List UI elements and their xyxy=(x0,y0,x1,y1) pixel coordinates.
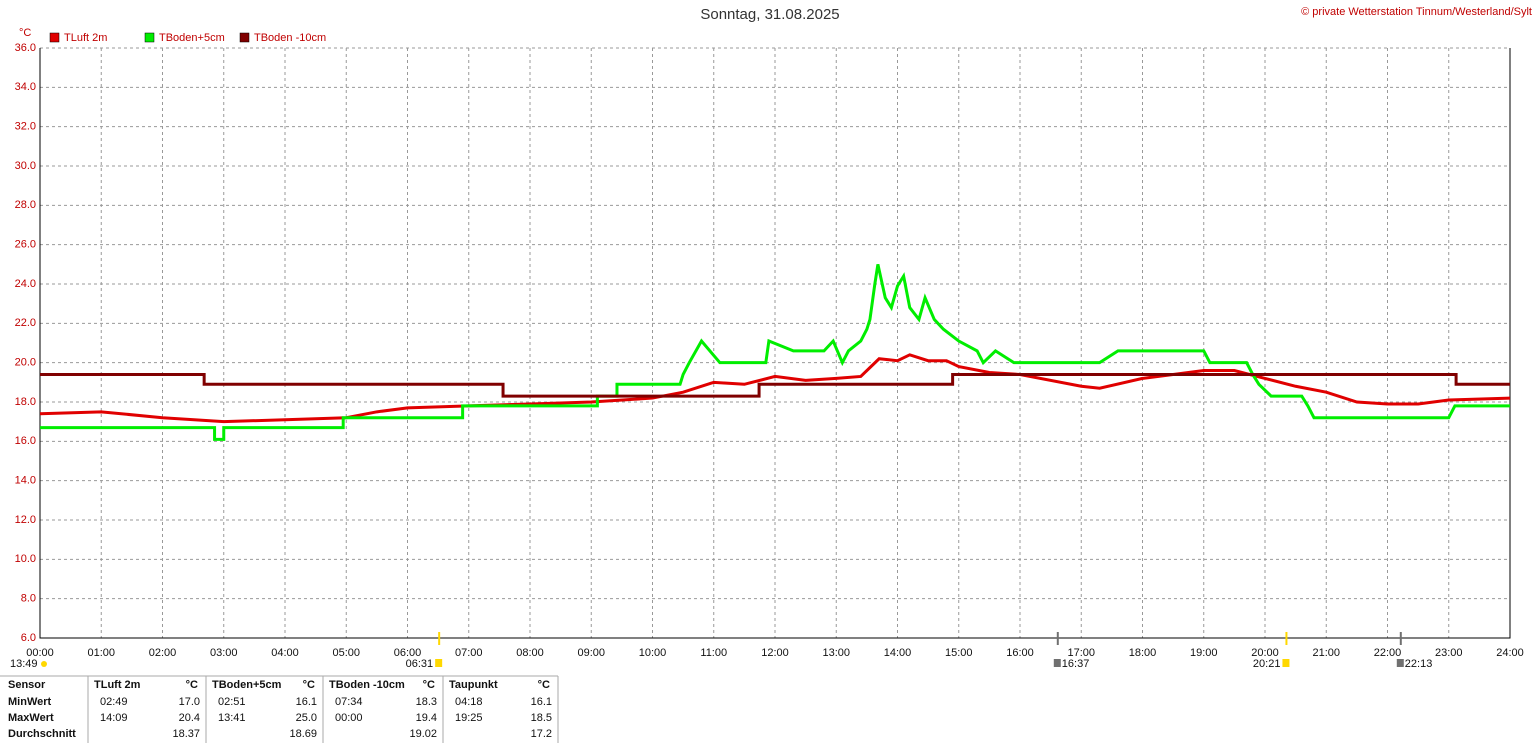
table-cell: MaxWert xyxy=(8,712,54,724)
x-tick-label: 12:00 xyxy=(761,647,789,659)
chart-title: Sonntag, 31.08.2025 xyxy=(700,6,839,23)
table-header: TBoden+5cm xyxy=(212,679,282,691)
table-header: Taupunkt xyxy=(449,679,498,691)
x-tick-label: 00:00 xyxy=(26,647,54,659)
table-cell: 02:49 xyxy=(100,696,128,708)
table-cell: 17.0 xyxy=(179,696,200,708)
y-unit: °C xyxy=(19,27,31,39)
marker-icon xyxy=(41,661,47,667)
y-tick-label: 26.0 xyxy=(15,239,36,251)
x-tick-label: 02:00 xyxy=(149,647,177,659)
x-tick-label: 10:00 xyxy=(639,647,667,659)
event-icon xyxy=(1396,659,1404,667)
table-cell: 18.37 xyxy=(172,728,200,740)
table-cell: 19:25 xyxy=(455,712,483,724)
x-tick-label: 19:00 xyxy=(1190,647,1218,659)
x-tick-label: 16:00 xyxy=(1006,647,1034,659)
table-cell: 17.2 xyxy=(531,728,552,740)
table-header: °C xyxy=(303,679,315,691)
table-header: °C xyxy=(423,679,435,691)
table-header: °C xyxy=(538,679,550,691)
event-label: 16:37 xyxy=(1062,658,1090,670)
x-tick-label: 15:00 xyxy=(945,647,973,659)
table-header: Sensor xyxy=(8,679,46,691)
x-tick-label: 23:00 xyxy=(1435,647,1463,659)
table-cell: 18.3 xyxy=(416,696,437,708)
y-tick-label: 8.0 xyxy=(21,593,36,605)
table-cell: 16.1 xyxy=(296,696,317,708)
table-cell: 04:18 xyxy=(455,696,483,708)
y-tick-label: 28.0 xyxy=(15,199,36,211)
y-tick-label: 18.0 xyxy=(15,396,36,408)
table-header: TBoden -10cm xyxy=(329,679,405,691)
table-cell: 19.4 xyxy=(416,712,437,724)
y-tick-label: 14.0 xyxy=(15,475,36,487)
y-tick-label: 36.0 xyxy=(15,42,36,54)
x-tick-label: 07:00 xyxy=(455,647,483,659)
copyright: © private Wetterstation Tinnum/Westerlan… xyxy=(1301,6,1532,18)
y-tick-label: 24.0 xyxy=(15,278,36,290)
y-tick-label: 22.0 xyxy=(15,317,36,329)
table-cell: 18.69 xyxy=(289,728,317,740)
event-icon xyxy=(1053,659,1061,667)
event-icon xyxy=(435,659,443,667)
table-header: °C xyxy=(186,679,198,691)
legend-label: TLuft 2m xyxy=(64,32,107,44)
y-tick-label: 6.0 xyxy=(21,632,36,644)
x-tick-label: 21:00 xyxy=(1312,647,1340,659)
x-tick-label: 14:00 xyxy=(884,647,912,659)
table-cell: 19.02 xyxy=(409,728,437,740)
table-cell: 18.5 xyxy=(531,712,552,724)
x-tick-label: 06:00 xyxy=(394,647,422,659)
legend-label: TBoden -10cm xyxy=(254,32,326,44)
legend-swatch xyxy=(239,32,250,43)
y-tick-label: 30.0 xyxy=(15,160,36,172)
y-tick-label: 16.0 xyxy=(15,435,36,447)
event-icon xyxy=(1282,659,1290,667)
x-tick-label: 03:00 xyxy=(210,647,238,659)
y-tick-label: 10.0 xyxy=(15,553,36,565)
x-tick-label: 17:00 xyxy=(1067,647,1095,659)
table-cell: 07:34 xyxy=(335,696,363,708)
table-cell: 02:51 xyxy=(218,696,246,708)
legend-swatch xyxy=(144,32,155,43)
x-tick-label: 05:00 xyxy=(332,647,360,659)
x-tick-label: 01:00 xyxy=(87,647,115,659)
x-tick-label: 20:00 xyxy=(1251,647,1279,659)
x-tick-label: 22:00 xyxy=(1374,647,1402,659)
event-label: 20:21 xyxy=(1253,658,1281,670)
x-tick-label: 18:00 xyxy=(1129,647,1157,659)
legend-label: TBoden+5cm xyxy=(159,32,225,44)
event-label: 06:31 xyxy=(406,658,434,670)
series-line xyxy=(40,264,1510,441)
table-header: TLuft 2m xyxy=(94,679,141,691)
table-cell: 00:00 xyxy=(335,712,363,724)
table-cell: 16.1 xyxy=(531,696,552,708)
y-tick-label: 20.0 xyxy=(15,357,36,369)
y-tick-label: 12.0 xyxy=(15,514,36,526)
x-tick-label: 11:00 xyxy=(700,647,727,659)
x-tick-label: 04:00 xyxy=(271,647,299,659)
series-line xyxy=(40,372,1510,398)
day-length: 13:49 xyxy=(10,658,38,670)
x-tick-label: 09:00 xyxy=(577,647,605,659)
legend-swatch xyxy=(49,32,60,43)
axis xyxy=(39,48,1511,639)
table-cell: 25.0 xyxy=(296,712,317,724)
x-tick-label: 24:00 xyxy=(1496,647,1524,659)
x-tick-label: 08:00 xyxy=(516,647,544,659)
table-cell: Durchschnitt xyxy=(8,728,76,740)
x-tick-label: 13:00 xyxy=(822,647,850,659)
y-tick-label: 32.0 xyxy=(15,121,36,133)
table-cell: 20.4 xyxy=(179,712,200,724)
table-cell: 14:09 xyxy=(100,712,128,724)
series-line xyxy=(39,353,1511,424)
table-cell: 13:41 xyxy=(218,712,246,724)
table-cell: MinWert xyxy=(8,696,52,708)
event-label: 22:13 xyxy=(1405,658,1433,670)
y-tick-label: 34.0 xyxy=(15,81,36,93)
